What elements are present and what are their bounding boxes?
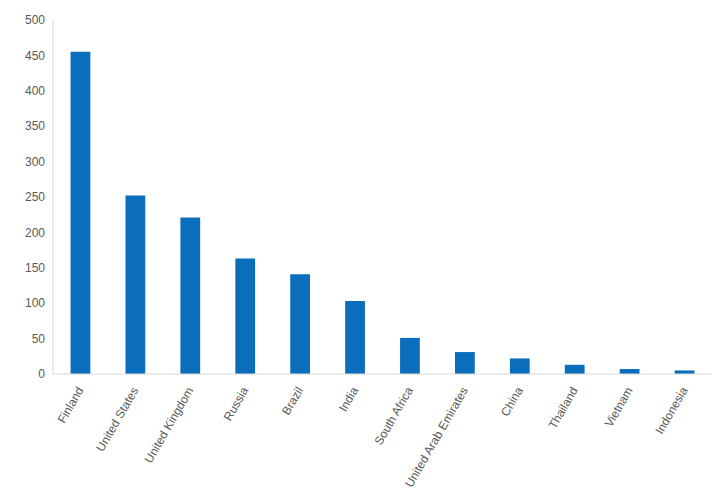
svg-text:250: 250 [25, 190, 45, 204]
svg-text:Vietnam: Vietnam [602, 385, 636, 430]
svg-text:Finland: Finland [55, 385, 87, 426]
svg-text:Indonesia: Indonesia [652, 384, 690, 436]
svg-text:Russia: Russia [221, 384, 252, 423]
svg-text:500: 500 [25, 13, 45, 27]
svg-text:100: 100 [25, 296, 45, 310]
svg-text:China: China [498, 384, 526, 418]
svg-text:Thailand: Thailand [546, 385, 581, 432]
svg-text:350: 350 [25, 119, 45, 133]
svg-text:200: 200 [25, 226, 45, 240]
svg-text:150: 150 [25, 261, 45, 275]
svg-text:50: 50 [32, 332, 46, 346]
svg-text:India: India [336, 384, 361, 414]
svg-text:United Kingdom: United Kingdom [142, 385, 197, 466]
svg-text:United Arab Emirates: United Arab Emirates [402, 385, 471, 490]
svg-text:United States: United States [93, 385, 141, 454]
svg-text:450: 450 [25, 49, 45, 63]
svg-text:Brazil: Brazil [279, 385, 306, 418]
svg-text:300: 300 [25, 155, 45, 169]
svg-text:0: 0 [38, 367, 45, 381]
svg-text:South Africa: South Africa [372, 384, 417, 447]
svg-text:400: 400 [25, 84, 45, 98]
